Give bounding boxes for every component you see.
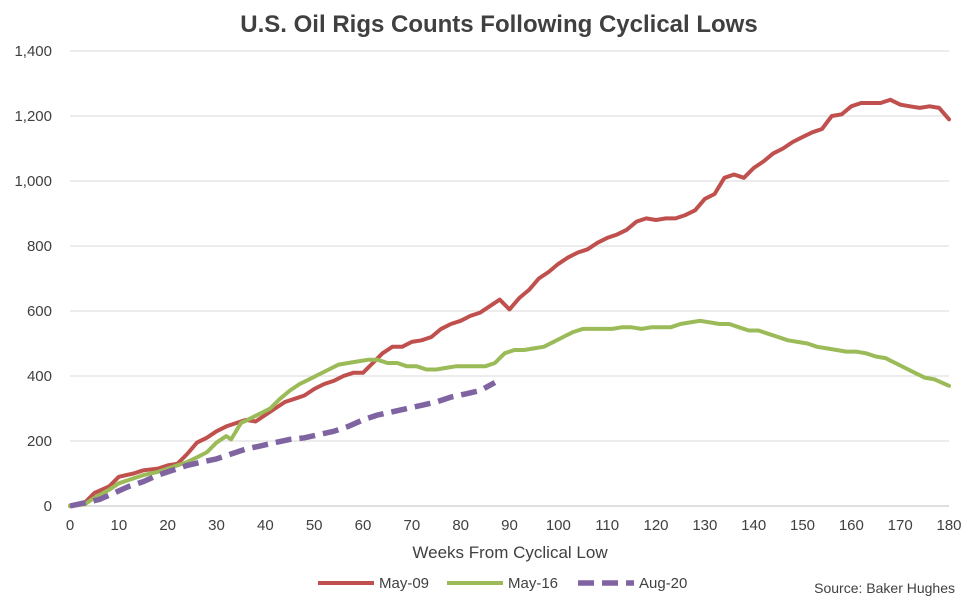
y-tick-label: 600 xyxy=(27,303,52,320)
x-tick-label: 110 xyxy=(595,517,619,534)
x-tick-label: 140 xyxy=(741,517,766,534)
y-tick-label: 1,200 xyxy=(14,108,52,125)
x-tick-label: 40 xyxy=(257,517,274,534)
y-tick-label: 800 xyxy=(27,238,52,255)
legend: May-09 May-16 Aug-20 xyxy=(318,575,687,592)
x-axis-label: Weeks From Cyclical Low xyxy=(412,543,608,562)
legend-label: Aug-20 xyxy=(639,575,687,592)
x-tick-label: 170 xyxy=(888,517,913,534)
series-line-aug-20 xyxy=(69,380,497,509)
x-tick-label: 10 xyxy=(110,517,127,534)
x-tick-label: 20 xyxy=(159,517,176,534)
series-line-may-09 xyxy=(68,97,951,508)
y-tick-label: 1,000 xyxy=(14,173,52,190)
y-tick-label: 200 xyxy=(27,433,52,450)
x-tick-label: 60 xyxy=(355,517,372,534)
series-line-may-16 xyxy=(68,318,951,508)
x-tick-label: 30 xyxy=(208,517,225,534)
x-tick-label: 100 xyxy=(546,517,571,534)
x-tick-label: 50 xyxy=(306,517,323,534)
chart-title: U.S. Oil Rigs Counts Following Cyclical … xyxy=(240,11,757,38)
x-tick-label: 80 xyxy=(452,517,469,534)
x-tick-label: 70 xyxy=(403,517,420,534)
x-tick-label: 130 xyxy=(692,517,717,534)
x-tick-label: 0 xyxy=(66,517,74,534)
y-tick-label: 400 xyxy=(27,368,52,385)
x-tick-label: 90 xyxy=(501,517,518,534)
source-note: Source: Baker Hughes xyxy=(814,580,955,596)
axes: 0 200 400 600 800 1,000 1,200 1,400 0 10 20 30 40 50 6… xyxy=(14,43,961,534)
y-tick-label: 1,400 xyxy=(14,43,52,60)
legend-label: May-09 xyxy=(379,575,429,592)
x-tick-label: 160 xyxy=(839,517,864,534)
gridlines xyxy=(70,50,949,442)
series-lines xyxy=(68,97,951,509)
x-tick-label: 120 xyxy=(643,517,668,534)
x-tick-label: 150 xyxy=(790,517,815,534)
x-tick-label: 180 xyxy=(936,517,961,534)
y-tick-label: 0 xyxy=(44,498,52,515)
legend-label: May-16 xyxy=(508,575,558,592)
